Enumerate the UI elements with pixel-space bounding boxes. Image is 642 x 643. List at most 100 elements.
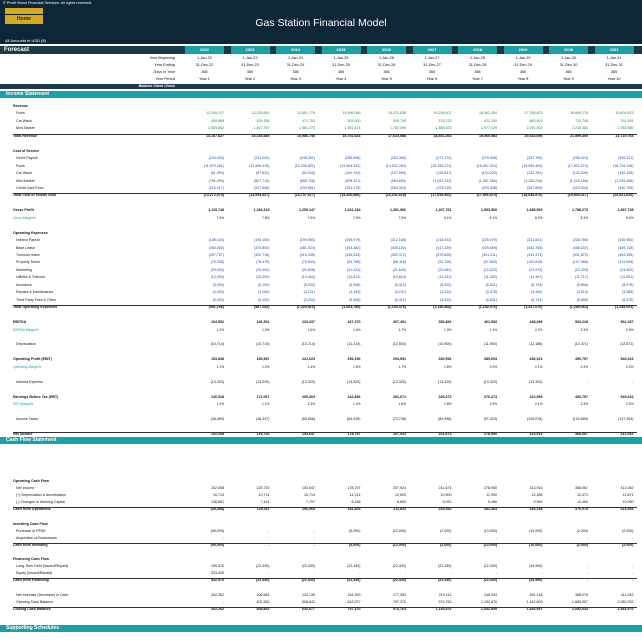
table-cell[interactable]: 8,188 [351, 500, 361, 505]
table-cell[interactable]: 207,923 [393, 431, 406, 436]
table-cell[interactable]: 1.7% [398, 327, 406, 332]
table-cell[interactable]: - [541, 571, 543, 576]
table-cell[interactable]: (3,515) [576, 290, 588, 295]
table-cell[interactable]: (5,202) [303, 282, 315, 287]
table-cell[interactable]: 178,797 [347, 431, 361, 436]
table-cell[interactable]: (287,790) [527, 156, 543, 161]
table-cell[interactable]: - [268, 571, 270, 576]
table-cell[interactable]: 12,471 [577, 493, 588, 498]
table-cell[interactable]: 2.3% [580, 402, 588, 406]
table-cell[interactable]: (12,000) [392, 528, 406, 533]
table-cell[interactable]: (16,231,618) [385, 193, 406, 198]
table-cell[interactable]: 532,570 [211, 578, 224, 583]
table-cell[interactable]: 7.8% [261, 215, 270, 220]
table-cell[interactable]: - [268, 542, 270, 547]
table-cell[interactable]: (5,100) [258, 297, 270, 302]
table-cell[interactable]: 281,364 [484, 507, 497, 512]
table-cell[interactable]: (3,312) [440, 290, 452, 295]
table-cell[interactable]: 7.9% [398, 215, 406, 220]
table-cell[interactable]: 8.4% [625, 215, 634, 220]
table-cell[interactable]: 1,561,273 [299, 126, 315, 131]
table-cell[interactable]: 2.4% [625, 402, 634, 406]
table-cell[interactable]: 8.3% [580, 215, 588, 220]
table-cell[interactable]: (5,412) [394, 282, 406, 287]
table-cell[interactable]: (19,805,317) [567, 193, 588, 198]
table-cell[interactable]: (239,581) [299, 185, 315, 190]
table-cell[interactable]: (22,430) [347, 578, 361, 583]
table-cell[interactable]: 125,720 [256, 431, 270, 436]
table-cell[interactable]: 15,986,746 [297, 133, 315, 138]
table-cell[interactable]: 8.1% [443, 215, 452, 220]
table-cell[interactable]: (5,975) [622, 297, 634, 302]
table-cell[interactable]: (17,045,502) [431, 193, 452, 198]
table-cell[interactable]: 797,370 [347, 606, 361, 611]
table-cell[interactable]: 185,587 [256, 357, 270, 362]
table-cell[interactable]: 1.9% [489, 402, 497, 406]
table-cell[interactable]: 241,674 [438, 431, 452, 436]
table-cell[interactable]: (21,649) [392, 267, 406, 272]
table-cell[interactable]: (94,345) [301, 171, 315, 176]
table-cell[interactable]: 508,842 [256, 606, 270, 611]
table-cell[interactable]: - [268, 535, 270, 540]
table-cell[interactable]: (1,237,070) [524, 305, 543, 310]
table-cell[interactable]: - [313, 571, 315, 576]
table-cell[interactable]: 164,552 [211, 320, 224, 325]
table-cell[interactable]: (16,959,404) [522, 163, 543, 168]
table-cell[interactable]: (22,430) [347, 564, 361, 569]
table-cell[interactable]: 172,067 [256, 394, 270, 399]
table-cell[interactable]: - [586, 535, 588, 540]
table-cell[interactable]: (46,347) [256, 416, 270, 421]
table-cell[interactable]: (10,000) [529, 528, 543, 533]
table-cell[interactable]: (38,459) [210, 416, 224, 421]
table-cell[interactable]: 1,331,154 [344, 208, 361, 213]
table-cell[interactable]: 16,159,407 [433, 111, 452, 116]
table-cell[interactable]: (13,320) [483, 379, 497, 384]
table-cell[interactable]: - [313, 528, 315, 533]
table-cell[interactable]: 140,518 [211, 394, 224, 399]
table-cell[interactable]: (17,966,574) [476, 193, 497, 198]
table-cell[interactable]: (305,317) [618, 156, 634, 161]
table-cell[interactable]: (12,000) [392, 542, 406, 547]
table-cell[interactable]: (264,354) [390, 185, 406, 190]
table-cell[interactable]: 1,858,623 [435, 126, 452, 131]
table-cell[interactable]: 196,301 [256, 320, 270, 325]
table-cell[interactable]: 1,977,029 [481, 126, 497, 131]
table-cell[interactable]: (35,388) [210, 507, 224, 512]
table-cell[interactable]: (115,647) [436, 171, 452, 176]
table-cell[interactable]: 241,674 [438, 486, 452, 491]
table-cell[interactable]: 22,719,764 [615, 133, 634, 138]
table-cell[interactable]: 503,228 [575, 320, 588, 325]
table-cell[interactable]: - [632, 535, 634, 540]
table-cell[interactable]: 20,523,696 [524, 133, 543, 138]
table-cell[interactable]: 153,838 [211, 357, 224, 362]
table-cell[interactable]: 8,600 [397, 500, 406, 505]
table-cell[interactable]: 219,112 [438, 592, 452, 597]
table-cell[interactable]: 1.6% [398, 402, 406, 406]
table-cell[interactable]: 350,892 [438, 320, 452, 325]
table-cell[interactable]: - [313, 542, 315, 547]
table-cell[interactable]: 2.1% [534, 364, 543, 369]
table-cell[interactable]: (23,433) [574, 267, 588, 272]
table-cell[interactable]: - [359, 535, 361, 540]
table-cell[interactable]: (296,424) [572, 156, 588, 161]
table-cell[interactable]: (3,060) [258, 290, 270, 295]
table-cell[interactable]: (75,335) [210, 260, 224, 265]
table-cell[interactable]: 412,062 [620, 486, 634, 491]
table-cell[interactable]: 243,542 [438, 507, 452, 512]
table-cell[interactable]: 2.1% [489, 327, 497, 332]
table-cell[interactable]: (5,975) [622, 282, 634, 287]
table-cell[interactable]: (278,119) [436, 185, 452, 190]
table-cell[interactable]: 1.1% [216, 364, 224, 369]
table-cell[interactable]: 211,823 [393, 507, 406, 512]
table-cell[interactable]: 153,647 [302, 486, 315, 491]
table-cell[interactable]: 411,943 [620, 592, 634, 597]
table-cell[interactable]: 125,720 [256, 486, 270, 491]
table-cell[interactable]: (469,718) [618, 245, 634, 250]
table-cell[interactable]: (212,158) [390, 238, 406, 243]
table-cell[interactable]: 181,823 [347, 507, 361, 512]
table-cell[interactable]: 12,186 [531, 493, 543, 498]
table-cell[interactable]: (3,585) [622, 290, 634, 295]
table-cell[interactable]: 1,183,315 [253, 208, 270, 213]
table-cell[interactable]: 1,467,767 [253, 126, 270, 131]
table-cell[interactable]: - [586, 564, 588, 569]
